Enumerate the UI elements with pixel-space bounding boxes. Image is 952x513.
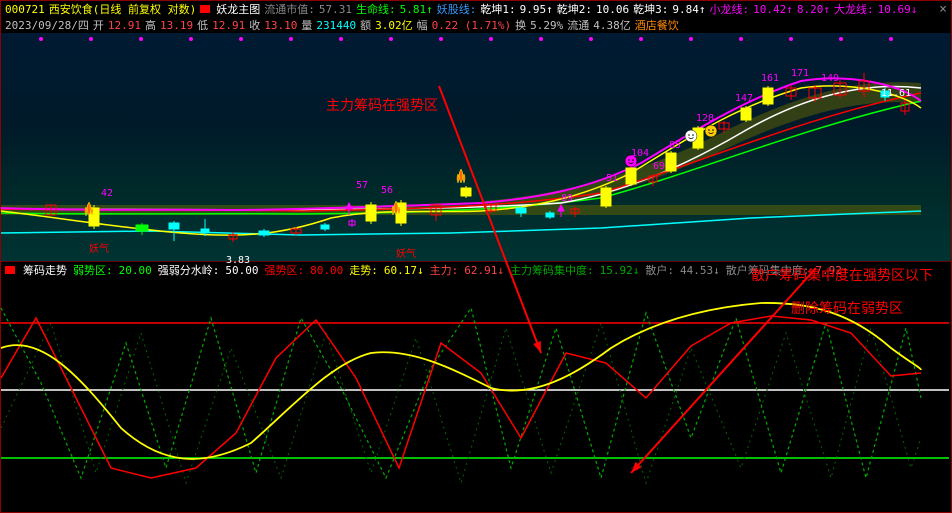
qk2-value: 10.06 bbox=[596, 3, 629, 16]
main-chart-svg bbox=[1, 33, 949, 261]
qk3-value: 9.84↑ bbox=[672, 3, 705, 16]
amt-value: 3.02亿 bbox=[375, 17, 413, 33]
qk1-value: 9.95↑ bbox=[520, 3, 553, 16]
main-chart-area[interactable]: 主力筹码在强势区 散户筹码集中度在强势区以下 42575689511046985… bbox=[1, 33, 951, 262]
cap-value: 57.31 bbox=[319, 3, 352, 16]
float-label: 流通 bbox=[567, 17, 589, 33]
weak-label: 弱势区: bbox=[73, 262, 113, 278]
chg-label: 幅 bbox=[417, 17, 428, 33]
qk3-label: 乾坤3: bbox=[633, 1, 668, 17]
open-label: 开 bbox=[93, 17, 104, 33]
retail-conc-value: 7.92↑ bbox=[815, 264, 848, 277]
trend-sub-value: 60.17↓ bbox=[384, 264, 424, 277]
strong-label: 强势区: bbox=[265, 262, 305, 278]
dl-label: 大龙线: bbox=[834, 1, 874, 17]
stock-code: 000721 bbox=[5, 3, 45, 16]
high-label: 高 bbox=[145, 17, 156, 33]
mid-value: 50.00 bbox=[225, 264, 258, 277]
main-force-label: 主力: bbox=[430, 262, 459, 278]
qk2-label: 乾坤2: bbox=[557, 1, 592, 17]
main-conc-value: 15.92↓ bbox=[600, 264, 640, 277]
life-label: 生命线: bbox=[356, 1, 396, 17]
retail-label: 散户: bbox=[645, 262, 674, 278]
sub-ind-name: 筹码走势 bbox=[23, 262, 67, 278]
open-value: 12.91 bbox=[108, 19, 141, 32]
retail-value: 44.53↓ bbox=[680, 264, 720, 277]
header-row-2: 2023/09/28/四 开 12.91 高 13.19 低 12.91 收 1… bbox=[1, 17, 951, 33]
xl-value: 10.42↑ bbox=[753, 3, 793, 16]
header-row-1: 000721 西安饮食(日线 前复权 对数) 妖龙主图 流通市值: 57.31 … bbox=[1, 1, 951, 17]
low-value: 12.91 bbox=[212, 19, 245, 32]
qk1-label: 乾坤1: bbox=[480, 1, 515, 17]
xl-label: 小龙线: bbox=[710, 1, 750, 17]
chg-value: 0.22 (1.71%) bbox=[432, 19, 511, 32]
life-value: 5.81↑ bbox=[400, 3, 433, 16]
cap-label: 流通市值: bbox=[264, 1, 315, 17]
amt-label: 额 bbox=[360, 17, 371, 33]
weak-value: 20.00 bbox=[119, 264, 152, 277]
sub-chart-svg bbox=[1, 278, 949, 502]
main-force-value: 62.91↓ bbox=[464, 264, 504, 277]
turn-label: 换 bbox=[515, 17, 526, 33]
sub-chart-area[interactable]: 删除筹码在弱势区 bbox=[1, 278, 951, 502]
vol-value: 231440 bbox=[316, 19, 356, 32]
close-value: 13.10 bbox=[264, 19, 297, 32]
float-value: 4.38亿 bbox=[593, 17, 631, 33]
sub-color-box bbox=[5, 266, 15, 274]
close-icon[interactable]: × bbox=[939, 2, 947, 17]
xl-extra: 8.20↑ bbox=[797, 3, 830, 16]
dl-value: 10.69↓ bbox=[878, 3, 918, 16]
indicator-color-box bbox=[200, 5, 210, 13]
stock-name: 西安饮食(日线 前复权 对数) bbox=[49, 1, 197, 17]
trend-label: 妖股线: bbox=[437, 1, 477, 17]
main-conc-label: 主力筹码集中度: bbox=[510, 262, 594, 278]
close-label: 收 bbox=[249, 17, 260, 33]
sector-label: 酒店餐饮 bbox=[635, 17, 679, 33]
retail-conc-label: 散户筹码集中度: bbox=[726, 262, 810, 278]
high-value: 13.19 bbox=[160, 19, 193, 32]
indicator-name: 妖龙主图 bbox=[216, 1, 260, 17]
date-label: 2023/09/28/四 bbox=[5, 17, 89, 33]
low-label: 低 bbox=[197, 17, 208, 33]
strong-value: 80.00 bbox=[310, 264, 343, 277]
mid-label: 强弱分水岭: bbox=[158, 262, 220, 278]
vol-label: 量 bbox=[301, 17, 312, 33]
turn-value: 5.29% bbox=[530, 19, 563, 32]
trend-sub-label: 走势: bbox=[349, 262, 378, 278]
